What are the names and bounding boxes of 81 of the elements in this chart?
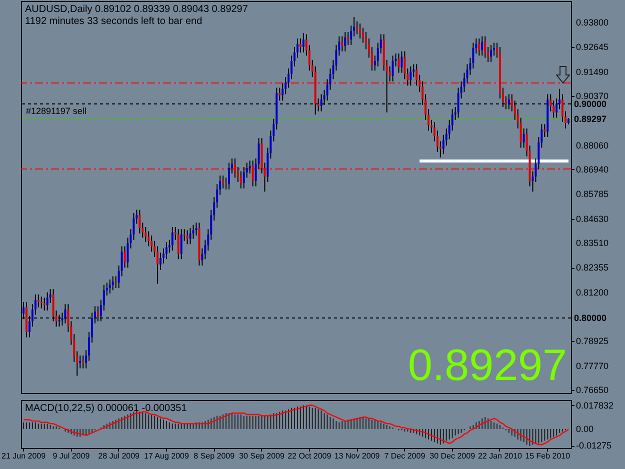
candlestick (484, 36, 486, 58)
candlestick (478, 38, 480, 56)
x-tick-label: 22 Jan 2010 (478, 452, 523, 460)
ref-line-label: 0.90000 (574, 98, 607, 109)
x-tick-label: 13 Nov 2009 (334, 452, 380, 460)
candlestick (234, 158, 236, 178)
ref-line-label: 0.80000 (574, 313, 607, 324)
candlestick (79, 355, 82, 369)
x-tick-label: 30 Sep 2009 (239, 452, 285, 460)
y-tick-label: 0.93800 (576, 17, 609, 28)
y-tick-label: 0.88060 (576, 140, 609, 150)
candlestick (189, 228, 192, 245)
candlestick (410, 66, 412, 86)
annotation: 0.89297 (408, 341, 567, 390)
x-tick-label: 28 Jul 2009 (98, 452, 140, 460)
y-tick-label: 0.83510 (576, 238, 609, 248)
candlestick (186, 230, 188, 245)
y-tick-label: -0.01275 (576, 440, 612, 451)
candlestick (124, 246, 126, 268)
chart-title: MACD(10,22,5) 0.000061 -0.000351 (25, 403, 188, 414)
candlestick (228, 162, 230, 190)
y-tick-label: 0.92645 (576, 42, 609, 52)
candlestick (359, 22, 362, 39)
y-tick-label: 0.78925 (576, 336, 609, 346)
x-tick-label: 8 Sep 2009 (194, 452, 236, 460)
ref-line-label: 0.89297 (574, 114, 607, 124)
candlestick (398, 52, 400, 74)
candlestick (242, 166, 245, 189)
candlestick (138, 209, 141, 234)
x-tick-label: 7 Dec 2009 (384, 452, 426, 460)
candlestick (356, 20, 358, 35)
x-tick-label: 30 Dec 2009 (430, 452, 476, 460)
candlestick (165, 241, 168, 260)
candlestick (46, 292, 48, 312)
candlestick (481, 36, 484, 56)
candlestick (400, 50, 403, 74)
line-series (22, 404, 570, 446)
candlestick (37, 294, 40, 308)
candlestick (171, 226, 174, 252)
x-tick-label: 15 Feb 2010 (525, 452, 571, 460)
candlestick (392, 55, 394, 82)
y-tick-label: 0.91490 (576, 66, 609, 77)
candlestick (112, 276, 114, 291)
y-tick-label: 0.82355 (576, 262, 609, 273)
candlestick (344, 32, 346, 52)
candlestick (544, 124, 546, 138)
candlestick (177, 228, 180, 260)
candlestick (302, 32, 304, 53)
x-tick-label: 9 Jul 2009 (52, 452, 90, 460)
candlestick (299, 38, 302, 53)
x-tick-label: 21 Jun 2009 (2, 452, 46, 460)
candlestick (195, 222, 198, 236)
candlestick (522, 128, 525, 148)
text: 1192 minutes 33 seconds left to bar end (25, 16, 202, 27)
candlestick (82, 355, 84, 369)
y-tick-label: 0.85785 (576, 189, 609, 200)
x-tick-label: 22 Oct 2009 (288, 452, 332, 460)
candlestick (248, 160, 251, 174)
y-tick-label: 0.81200 (576, 287, 609, 298)
candlestick (252, 160, 254, 187)
candlestick (108, 278, 111, 294)
y-tick-label: 0.90370 (576, 90, 609, 101)
candlestick (180, 228, 182, 260)
x-tick-label: 17 Aug 2009 (144, 452, 190, 460)
chart-title: AUDUSD,Daily 0.89102 0.89339 0.89043 0.89297 (25, 4, 248, 15)
candlestick (222, 175, 224, 189)
y-tick-label: 0.77770 (576, 360, 609, 371)
candlestick (490, 44, 492, 63)
candlestick (160, 252, 162, 270)
y-tick-label: 0.84630 (576, 214, 609, 224)
candlestick (240, 170, 242, 189)
candlestick (341, 36, 344, 52)
candlestick (43, 297, 46, 312)
candlestick (278, 87, 281, 102)
y-tick-label: 0.017832 (576, 400, 614, 410)
annotation: #12891197 sell (26, 106, 86, 116)
y-tick-label: 0.86940 (576, 164, 609, 174)
candlestick (144, 226, 147, 242)
candlestick (347, 32, 350, 46)
y-tick-label: 0.00 (576, 424, 594, 434)
y-tick-label: 0.76650 (576, 384, 609, 395)
